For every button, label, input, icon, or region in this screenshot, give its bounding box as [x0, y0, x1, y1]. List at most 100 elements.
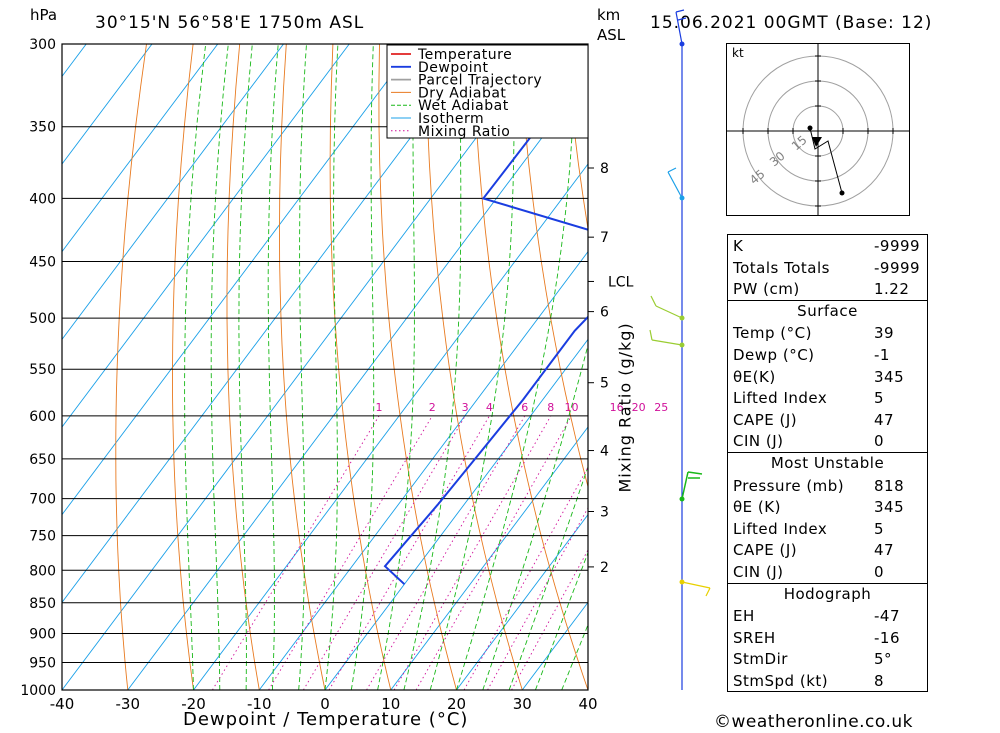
pressure-tick-label: 850	[29, 596, 56, 612]
surface-row: CIN (J) 0	[728, 430, 927, 452]
most-unstable-label: CIN (J)	[733, 562, 784, 581]
surface-row: Dewp (°C) -1	[728, 344, 927, 366]
wet-adiabat-line	[456, 44, 577, 690]
height-tick-label: 2	[600, 560, 609, 576]
hodo-point	[839, 190, 845, 196]
wind-barb	[649, 329, 683, 346]
k-index-row: K -9999	[728, 235, 927, 257]
most-unstable-value: 818	[874, 476, 905, 495]
hodograph-row: StmDir 5°	[728, 648, 927, 670]
wet-adiabat-line	[298, 44, 307, 690]
wind-barb	[675, 9, 687, 45]
pw-row: PW (cm) 1.22	[728, 278, 927, 300]
isotherm-line	[193, 163, 588, 690]
x-axis-title: Dewpoint / Temperature (°C)	[183, 709, 469, 730]
hodograph-value: -16	[874, 628, 900, 647]
surface-value: 47	[874, 410, 895, 429]
isotherm-line	[62, 44, 153, 165]
isotherm-line	[0, 44, 21, 690]
legend-label: Dewpoint	[418, 60, 489, 76]
x-tick-label: -30	[116, 695, 141, 713]
surface-row: CAPE (J) 47	[728, 409, 927, 431]
isotherm-line	[62, 44, 219, 253]
hodograph-row: EH -47	[728, 605, 927, 627]
surface-row: Temp (°C) 39	[728, 322, 927, 344]
surface-label: Temp (°C)	[733, 324, 812, 343]
isotherm-line	[456, 513, 588, 690]
mixing-ratio-label: 8	[547, 401, 554, 414]
wind-barb	[681, 471, 703, 500]
wet-adiabat-line	[508, 465, 588, 690]
legend-label: Temperature	[417, 47, 512, 63]
surface-value: 345	[874, 367, 905, 386]
most-unstable-section-title: Most Unstable	[728, 451, 927, 475]
most-unstable-value: 5	[874, 519, 885, 538]
x-tick-label: 10	[381, 695, 400, 713]
pressure-tick-label: 700	[29, 492, 56, 508]
isotherm-line	[127, 75, 588, 690]
most-unstable-label: CAPE (J)	[733, 541, 798, 560]
x-tick-label: 30	[513, 695, 532, 713]
wet-adiabat-line	[267, 44, 279, 690]
hodograph-label: EH	[733, 607, 755, 626]
surface-value: 39	[874, 324, 895, 343]
mixing-ratio-label: 6	[521, 401, 528, 414]
wet-adiabat-line	[238, 44, 253, 690]
hpa-unit-label: hPa	[30, 6, 58, 24]
dry-adiabat-line	[279, 44, 326, 690]
surface-label: Dewp (°C)	[733, 345, 815, 364]
surface-row: Lifted Index 5	[728, 387, 927, 409]
dry-adiabat-line	[226, 44, 260, 690]
totals-totals-label: Totals Totals	[733, 258, 830, 277]
most-unstable-row: Pressure (mb) 818	[728, 475, 927, 497]
most-unstable-label: Pressure (mb)	[733, 476, 845, 495]
mixing-ratio-line	[511, 549, 588, 690]
mixing-ratio-line	[328, 415, 490, 690]
isotherm-line	[324, 338, 588, 690]
mixing-ratio-label: 20	[632, 401, 646, 414]
pressure-tick-label: 650	[29, 452, 56, 468]
datetime-title: 15.06.2021 00GMT (Base: 12)	[650, 13, 933, 33]
dry-adiabat-line	[472, 44, 588, 690]
hodo-point	[807, 125, 813, 131]
pressure-tick-label: 800	[29, 563, 56, 579]
mixing-ratio-label: 25	[654, 401, 668, 414]
surface-value: 5	[874, 389, 885, 408]
wind-barb	[650, 295, 683, 319]
most-unstable-row: Lifted Index 5	[728, 518, 927, 540]
wet-adiabat-line	[429, 44, 515, 690]
pressure-tick-label: 1000	[20, 683, 56, 699]
wet-adiabat-line	[184, 44, 207, 690]
most-unstable-row: θE (K) 345	[728, 496, 927, 518]
x-tick-label: 0	[320, 695, 330, 713]
surface-label: CIN (J)	[733, 432, 784, 451]
isotherm-line	[62, 44, 350, 428]
pressure-tick-label: 950	[29, 655, 56, 671]
mixing-ratio-line	[415, 415, 572, 690]
isotherm-line	[62, 44, 547, 690]
isotherm-line	[390, 426, 588, 690]
hodograph-trace	[809, 127, 843, 194]
x-tick-label: 20	[447, 695, 466, 713]
pw-value: 1.22	[874, 280, 910, 299]
most-unstable-row: CIN (J) 0	[728, 561, 927, 583]
wet-adiabat-line	[210, 44, 229, 690]
wet-adiabat-line	[377, 44, 415, 690]
dry-adiabat-line	[565, 44, 588, 232]
pressure-tick-label: 400	[29, 191, 56, 207]
legend-label: Isotherm	[418, 111, 484, 127]
surface-value: 0	[874, 432, 885, 451]
mixing-ratio-label: 16	[610, 401, 624, 414]
x-tick-label: -10	[247, 695, 272, 713]
dry-adiabat-line	[329, 44, 392, 690]
plot-frame	[61, 43, 589, 691]
parameter-table: K -9999 Totals Totals -9999 PW (cm) 1.22…	[727, 234, 928, 693]
dry-adiabat-line	[985, 44, 1000, 690]
pressure-tick-label: 600	[29, 409, 56, 425]
hodograph-value: 8	[874, 671, 885, 690]
most-unstable-value: 47	[874, 541, 895, 560]
height-tick-label: 3	[600, 504, 609, 520]
dewpoint-profile	[383, 61, 588, 585]
